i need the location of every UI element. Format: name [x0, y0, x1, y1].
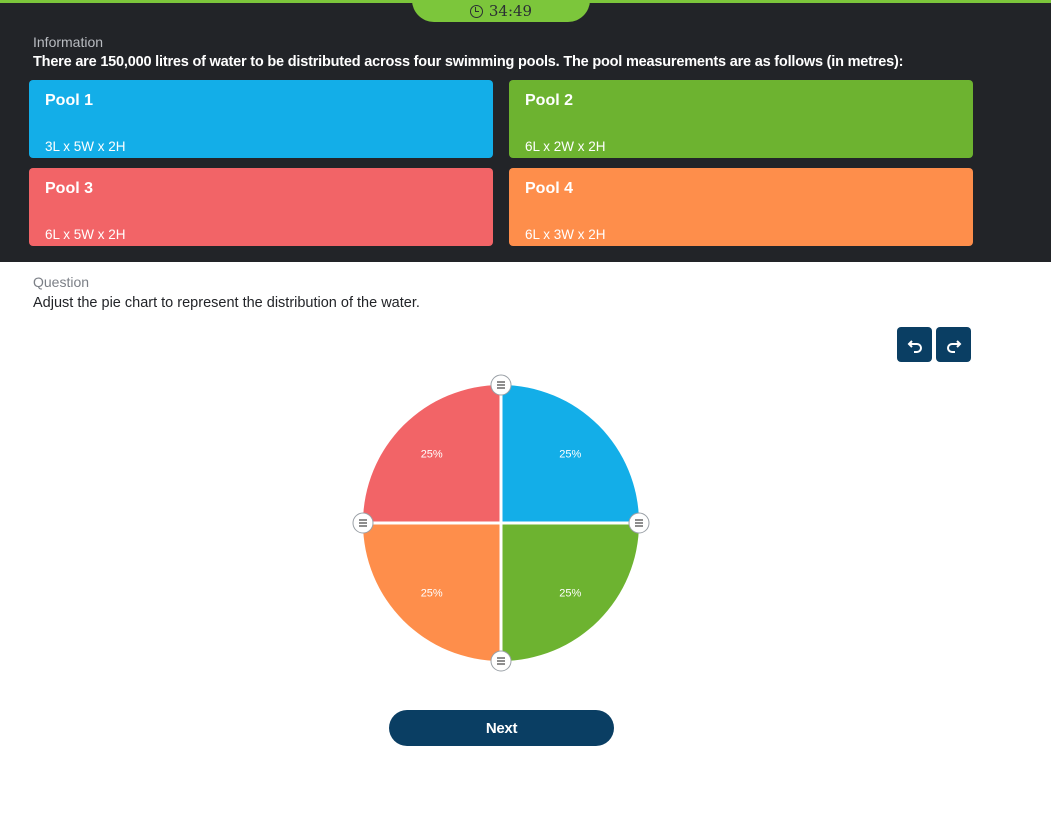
pool-card-3: Pool 3 6L x 5W x 2H — [29, 168, 493, 246]
pool-name: Pool 2 — [525, 92, 574, 109]
information-panel: 34:49 Information There are 150,000 litr… — [0, 0, 1051, 262]
undo-icon — [907, 339, 922, 353]
pie-slice — [501, 523, 639, 661]
slice-percentage-label: 25% — [421, 587, 443, 599]
slice-percentage-label: 25% — [421, 449, 443, 461]
pool-dimensions: 6L x 2W x 2H — [525, 139, 606, 154]
pool-name: Pool 3 — [45, 180, 94, 197]
next-button[interactable]: Next — [389, 710, 614, 746]
pool-name: Pool 4 — [525, 180, 574, 197]
redo-icon — [946, 339, 961, 353]
pool-card-1: Pool 1 3L x 5W x 2H — [29, 80, 493, 158]
timer-value: 34:49 — [488, 2, 533, 20]
pool-dimensions: 3L x 5W x 2H — [45, 139, 126, 154]
pool-dimensions: 6L x 3W x 2H — [525, 227, 606, 242]
information-label: Information — [33, 34, 104, 50]
redo-button[interactable] — [936, 327, 971, 362]
question-label: Question — [33, 274, 90, 290]
pie-chart-container[interactable]: 25% 25% 25% 25% — [350, 372, 652, 674]
pie-slice — [363, 523, 501, 661]
pool-card-4: Pool 4 6L x 3W x 2H — [509, 168, 973, 246]
drag-handle[interactable] — [352, 512, 374, 534]
slice-percentage-label: 25% — [559, 587, 581, 599]
clock-icon — [469, 4, 483, 18]
information-text: There are 150,000 litres of water to be … — [33, 54, 904, 70]
pie-slice — [501, 385, 639, 523]
slice-percentage-label: 25% — [559, 449, 581, 461]
pool-name: Pool 1 — [45, 92, 94, 109]
pool-card-2: Pool 2 6L x 2W x 2H — [509, 80, 973, 158]
undo-button[interactable] — [897, 327, 932, 362]
pool-dimensions: 6L x 5W x 2H — [45, 227, 126, 242]
drag-handle[interactable] — [490, 650, 512, 672]
timer-tab: 34:49 — [412, 0, 590, 22]
drag-handle[interactable] — [490, 374, 512, 396]
pie-chart[interactable]: 25% 25% 25% 25% — [350, 372, 652, 674]
pie-slice — [363, 385, 501, 523]
question-text: Adjust the pie chart to represent the di… — [33, 295, 420, 311]
drag-handle[interactable] — [628, 512, 650, 534]
